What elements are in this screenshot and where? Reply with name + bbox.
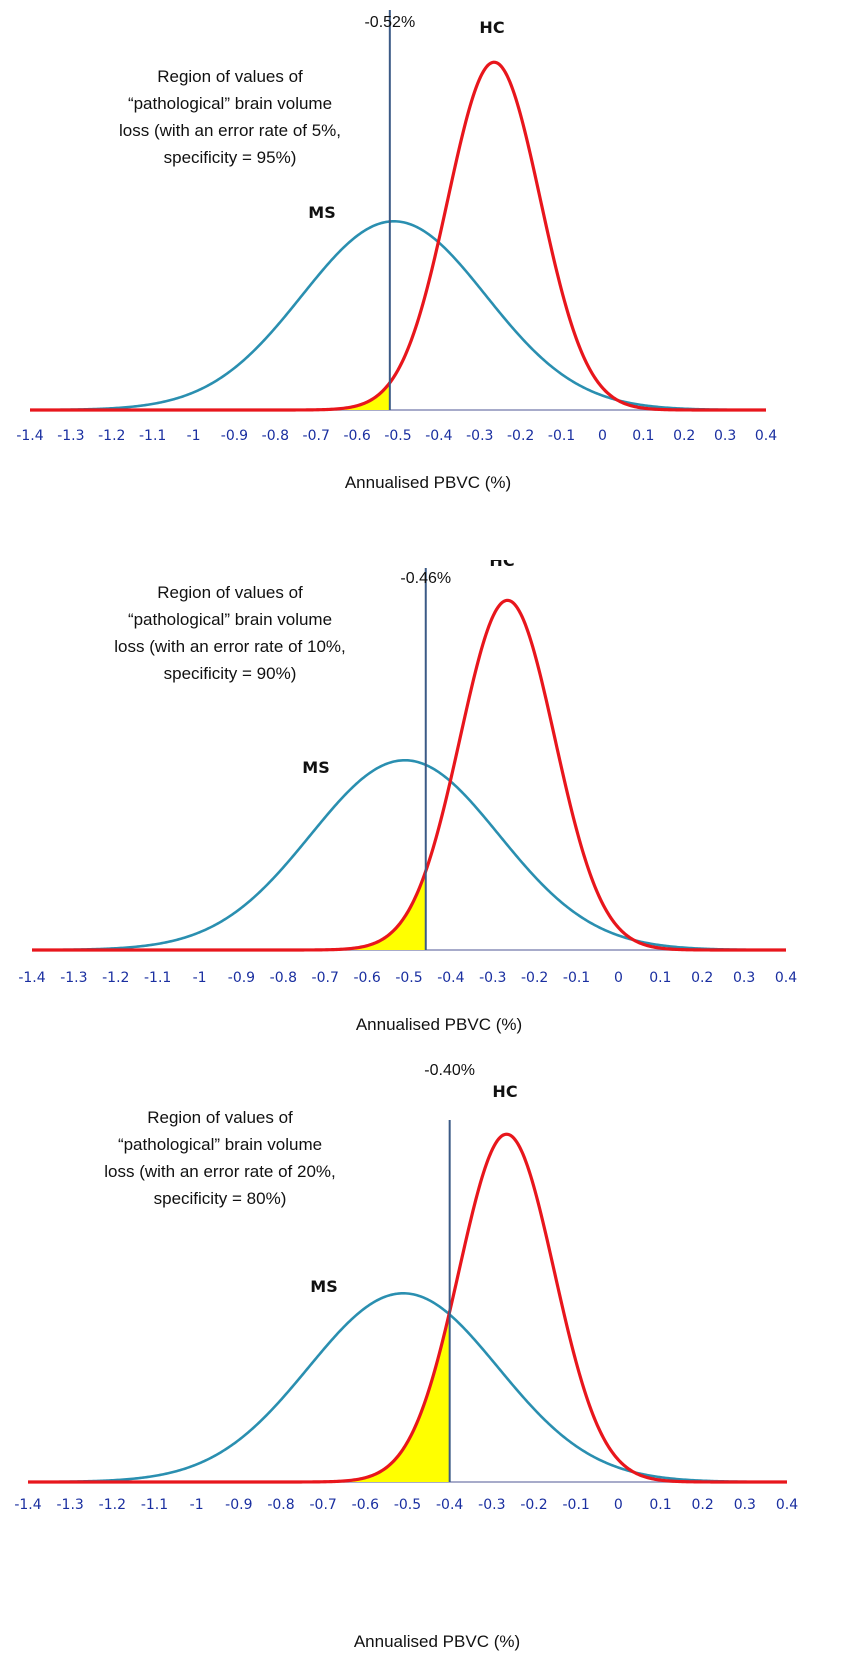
annotation-line: specificity = 90%) (164, 664, 297, 683)
hc-curve (28, 1132, 787, 1484)
x-tick-label: 0.2 (673, 428, 695, 444)
chart-panel-1: -0.52% MS HC Region of values of “pathologic… (0, 0, 845, 545)
x-axis-title: Annualised PBVC (%) (345, 473, 511, 492)
x-tick-label: -0.6 (343, 428, 370, 444)
x-tick-label: 0.4 (755, 428, 777, 444)
annotation-line: loss (with an error rate of 5%, (119, 121, 341, 140)
x-tick-label: -0.2 (507, 428, 534, 444)
pathological-region-shade (30, 382, 390, 410)
x-tick-label: -0.2 (521, 970, 548, 986)
cutoff-label: -0.46% (400, 570, 451, 587)
x-tick-label: -1.4 (18, 970, 45, 986)
x-tick-label: -0.8 (262, 428, 289, 444)
ms-curve (28, 1291, 788, 1484)
x-tick-label: -0.8 (270, 970, 297, 986)
x-tick-label: -0.3 (466, 428, 493, 444)
annotation-line: specificity = 95%) (164, 148, 297, 167)
ms-curve (30, 219, 767, 412)
pathological-region-shade (32, 871, 426, 950)
pathological-region-shade (28, 1311, 450, 1482)
annotation-line: “pathological” brain volume (128, 94, 332, 113)
x-tick-label: 0.3 (733, 970, 755, 986)
x-tick-label: -0.5 (395, 970, 422, 986)
distribution-chart-3 (28, 1120, 788, 1484)
x-tick-label: -1.1 (139, 428, 166, 444)
annotation-line: Region of values of (157, 583, 303, 602)
hc-series-label: HC (479, 18, 504, 37)
distribution-chart-1: -0.52% MS HC Region of values of “pathologic… (16, 10, 777, 492)
x-tick-label: 0.2 (691, 970, 713, 986)
distribution-chart-2: -0.46% MS HC Region of values of “pathologic… (18, 560, 797, 1034)
x-axis-title: Annualised PBVC (%) (356, 1015, 522, 1034)
hc-curve (30, 60, 766, 412)
x-tick-label: 0.4 (775, 970, 797, 986)
x-tick-label: -1 (187, 428, 201, 444)
x-tick-label: -0.4 (425, 428, 452, 444)
x-tick-label: -0.1 (563, 970, 590, 986)
x-tick-label: 0.3 (714, 428, 736, 444)
ms-curve (32, 758, 787, 952)
x-tick-label: -1.3 (57, 428, 84, 444)
x-tick-label: -0.7 (303, 428, 330, 444)
x-tick-label: -0.7 (312, 970, 339, 986)
x-tick-label: -0.9 (228, 970, 255, 986)
x-tick-label: -1.4 (16, 428, 43, 444)
chart-panel-3 (0, 1120, 845, 1658)
x-tick-label: -0.9 (221, 428, 248, 444)
x-tick-label: -0.3 (479, 970, 506, 986)
x-tick-label: -1.1 (144, 970, 171, 986)
pathological-region-annotation: Region of values of “pathological” brain … (119, 67, 341, 167)
hc-curve (32, 598, 786, 952)
x-tick-label: 0 (614, 970, 623, 986)
hc-series-label: HC (489, 560, 514, 570)
x-tick-label: -0.6 (353, 970, 380, 986)
ms-series-label: MS (302, 758, 329, 777)
cutoff-label: -0.52% (364, 14, 415, 31)
x-tick-label: -1.2 (98, 428, 125, 444)
x-tick-label: -0.1 (548, 428, 575, 444)
x-tick-label: -0.4 (437, 970, 464, 986)
x-tick-label: -1 (193, 970, 207, 986)
x-tick-label: -1.2 (102, 970, 129, 986)
ms-series-label: MS (308, 203, 335, 222)
x-tick-label: -1.3 (60, 970, 87, 986)
pathological-region-annotation: Region of values of “pathological” brain … (114, 583, 345, 683)
x-tick-label: 0.1 (632, 428, 654, 444)
chart-panel-2: -0.46% MS HC Region of values of “pathologic… (0, 560, 845, 1105)
annotation-line: Region of values of (157, 67, 303, 86)
annotation-line: loss (with an error rate of 10%, (114, 637, 345, 656)
x-tick-label: 0 (598, 428, 607, 444)
x-tick-label: -0.5 (384, 428, 411, 444)
x-tick-label: 0.1 (649, 970, 671, 986)
annotation-line: “pathological” brain volume (128, 610, 332, 629)
